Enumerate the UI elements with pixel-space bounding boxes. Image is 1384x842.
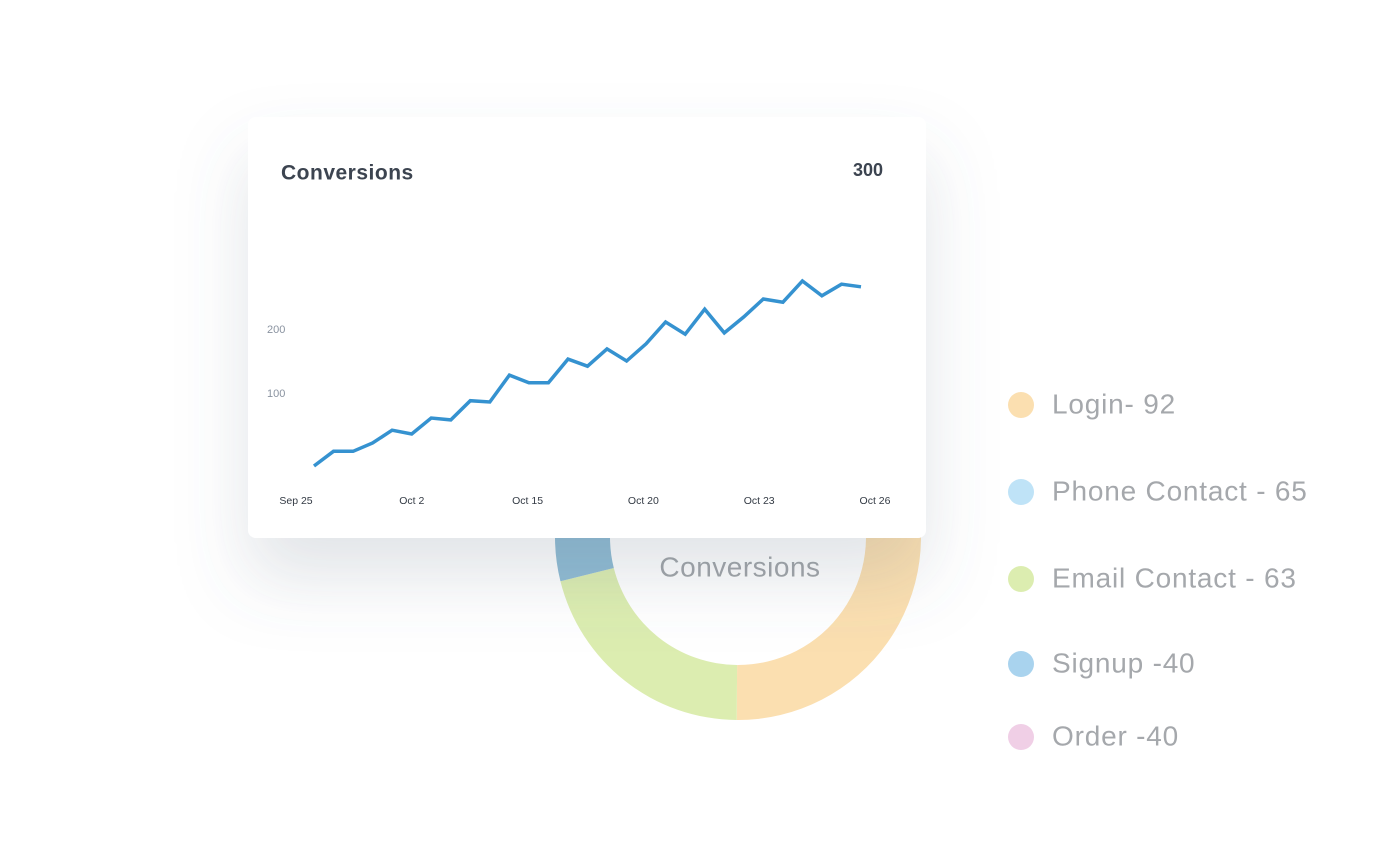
legend-swatch — [1008, 392, 1034, 418]
legend-swatch — [1008, 651, 1034, 677]
x-tick-label: Oct 26 — [860, 495, 891, 507]
line-series — [312, 278, 862, 468]
legend-swatch — [1008, 566, 1034, 592]
x-tick-label: Oct 2 — [399, 495, 424, 507]
card-title: Conversions — [281, 162, 414, 185]
legend-label: Login- 92 — [1052, 388, 1176, 419]
x-tick-label: Oct 15 — [512, 495, 543, 507]
legend: Login- 92 Phone Contact - 65 Email Contact… — [1008, 388, 1308, 751]
x-tick-label: Oct 23 — [744, 495, 775, 507]
donut-slice — [560, 567, 738, 720]
y-tick-label: 100 — [267, 388, 285, 400]
legend-label: Email Contact - 63 — [1052, 562, 1297, 593]
line-chart: Conversions 300 100 200 Sep 25 Oct 2 Oct 15 O… — [267, 160, 891, 507]
legend-label: Phone Contact - 65 — [1052, 475, 1308, 506]
legend-swatch — [1008, 724, 1034, 750]
x-tick-label: Sep 25 — [279, 495, 312, 507]
legend-label: Order -40 — [1052, 720, 1179, 751]
y-tick-label: 200 — [267, 324, 285, 336]
total: 300 — [853, 160, 883, 180]
legend-label: Signup -40 — [1052, 647, 1195, 678]
donut-title: Conversions — [659, 551, 820, 582]
legend-swatch — [1008, 479, 1034, 505]
x-tick-label: Oct 20 — [628, 495, 659, 507]
card — [248, 117, 926, 538]
